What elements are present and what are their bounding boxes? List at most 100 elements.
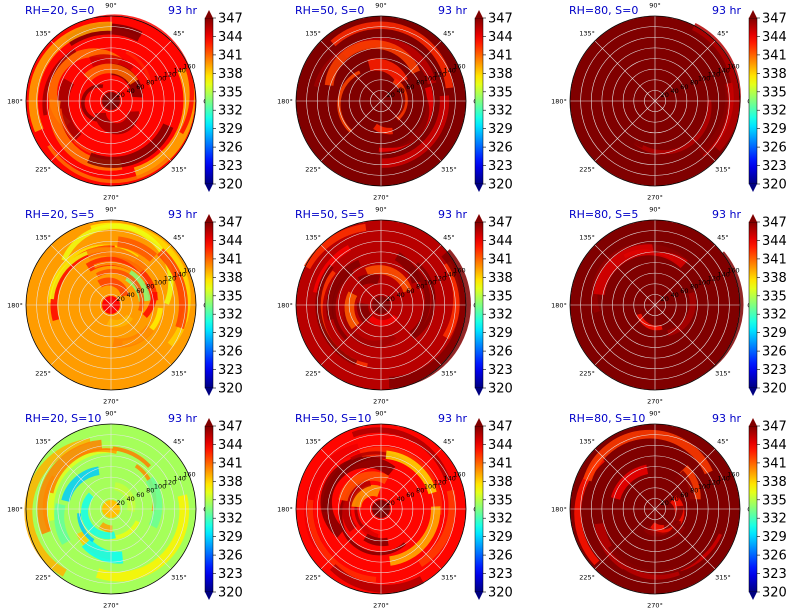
angle-tick-label: 90°: [649, 410, 661, 418]
angle-tick-label: 45°: [717, 438, 729, 446]
grid-spoke: [380, 40, 442, 102]
colorbar-tick-label: 320: [762, 382, 787, 397]
colorbar-tick-label: 329: [488, 326, 513, 341]
polar-band-mark: [307, 499, 377, 583]
colorbar-tick-label: 338: [218, 271, 243, 286]
radial-tick-label: 20: [661, 91, 669, 99]
angle-tick-label: 180°: [551, 98, 567, 106]
grid-spoke: [594, 448, 656, 510]
polar-band-mark: [653, 78, 728, 173]
colorbar-tick-label: 347: [218, 216, 243, 231]
grid-spoke: [594, 40, 656, 102]
colorbar-tick-label: 335: [218, 493, 243, 508]
polar-band-mark: [324, 40, 421, 86]
radial-tick-label: 120: [708, 275, 720, 283]
colorbar-tick-label: 338: [762, 67, 787, 82]
polar-frame: [25, 15, 197, 187]
radial-tick-label: 120: [164, 479, 176, 487]
polar-band-mark: [617, 567, 706, 591]
colorbar-tick-label: 323: [218, 363, 243, 378]
colorbar-tick-label: 344: [488, 438, 513, 453]
polar-band-mark: [610, 464, 649, 500]
radial-tick-label: 160: [453, 63, 465, 71]
angle-tick-label: 180°: [277, 506, 293, 514]
polar-band-mark: [58, 108, 95, 155]
angle-tick-label: 315°: [715, 165, 731, 173]
colorbar-tick-label: 332: [488, 308, 513, 323]
colorbar-tick-label: 326: [762, 345, 787, 360]
polar-band-mark: [674, 470, 696, 502]
radial-tick-label: 60: [680, 491, 688, 499]
panel-time: 93 hr: [438, 208, 467, 221]
colorbar-tick-label: 347: [218, 420, 243, 435]
radial-tick-label: 100: [424, 483, 436, 491]
angle-tick-label: 270°: [373, 602, 389, 610]
polar-band-mark: [95, 494, 190, 582]
angle-tick-label: 135°: [305, 234, 321, 242]
polar-band-mark: [106, 314, 134, 328]
polar-band-mark: [351, 427, 450, 480]
polar-band-mark: [595, 153, 652, 186]
polar-band-mark: [94, 111, 139, 135]
angle-tick-label: 45°: [173, 30, 185, 38]
colorbar-tick-label: 344: [218, 438, 243, 453]
polar-band-mark: [339, 500, 407, 556]
colorbar-tick-label: 335: [488, 85, 513, 100]
radial-tick-label: 160: [453, 471, 465, 479]
polar-band-mark: [607, 513, 642, 557]
polar-band-mark: [95, 268, 145, 312]
colorbar-tick-label: 332: [218, 104, 243, 119]
grid-spoke: [320, 40, 382, 102]
colorbar-tick-label: 323: [762, 567, 787, 582]
colorbar-tick-label: 338: [488, 475, 513, 490]
radial-tick-label: 100: [698, 75, 710, 83]
angle-tick-label: 90°: [105, 206, 117, 214]
polar-band-mark: [85, 246, 148, 274]
grid-spoke: [594, 508, 656, 570]
polar-band-mark: [89, 54, 134, 75]
polar-band-mark: [365, 265, 413, 293]
colorbar-tick-label: 347: [762, 420, 787, 435]
colorbar-tick-label: 341: [218, 456, 243, 471]
radial-tick-label: 20: [661, 295, 669, 303]
colorbar-tick-label: 341: [218, 48, 243, 63]
colorbar-tick-label: 332: [218, 308, 243, 323]
panel-title: RH=80, S=0: [569, 4, 638, 17]
polar-band-mark: [331, 269, 355, 341]
polar-band-mark: [691, 22, 741, 152]
polar-band-mark: [651, 241, 716, 331]
polar-band-mark: [664, 333, 700, 354]
grid-spoke: [320, 448, 382, 510]
polar-band-mark: [113, 482, 136, 513]
angle-tick-label: 270°: [373, 398, 389, 406]
polar-band-mark: [77, 513, 95, 543]
polar-band-mark: [607, 543, 701, 575]
polar-band-mark: [134, 226, 191, 347]
colorbar-tick-label: 326: [218, 345, 243, 360]
radial-tick-label: 60: [136, 287, 144, 295]
radial-tick-label: 140: [717, 271, 729, 279]
grid-spoke: [50, 448, 112, 510]
polar-frame: [25, 219, 197, 391]
angle-tick-label: 90°: [649, 206, 661, 214]
grid-spoke: [380, 100, 442, 162]
grid-spoke: [380, 244, 442, 306]
angle-tick-label: 90°: [375, 2, 387, 10]
panel-time: 93 hr: [438, 4, 467, 17]
radial-tick-label: 100: [424, 279, 436, 287]
polar-frame: [569, 423, 741, 595]
colorbar-tick-label: 332: [762, 308, 787, 323]
colorbar-tick-label: 335: [762, 85, 787, 100]
panel-time: 93 hr: [168, 208, 197, 221]
polar-panel: 204060801001201401600°45°90°135°180°225°…: [7, 206, 243, 406]
grid-spoke: [594, 304, 656, 366]
radial-tick-label: 40: [126, 87, 134, 95]
grid-spoke: [654, 448, 716, 510]
panel-time: 93 hr: [712, 4, 741, 17]
radial-tick-label: 60: [136, 491, 144, 499]
panel-title: RH=50, S=5: [295, 208, 364, 221]
angle-tick-label: 270°: [103, 194, 119, 202]
polar-band-mark: [337, 70, 361, 133]
colorbar-tick-label: 341: [488, 456, 513, 471]
